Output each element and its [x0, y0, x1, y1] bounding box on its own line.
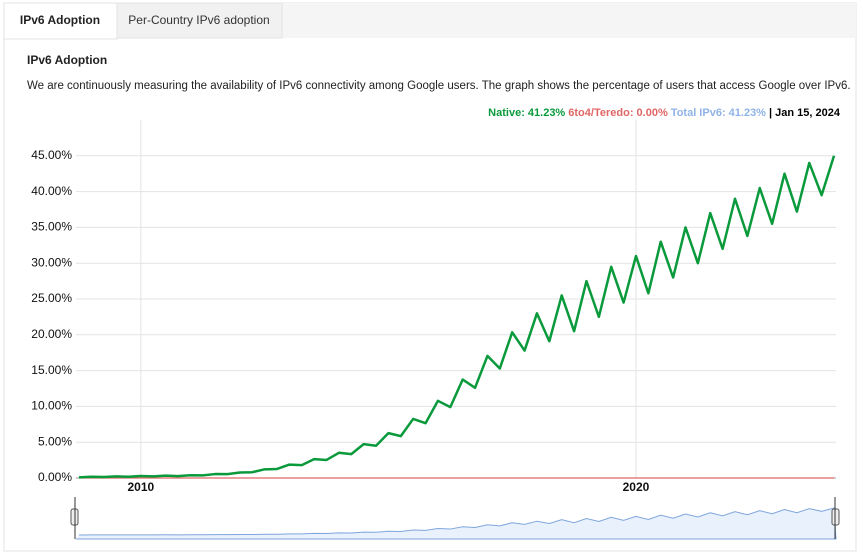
tab-active[interactable] [3, 2, 118, 40]
x-tick-label: 2010 [128, 480, 155, 494]
range-preview [76, 507, 837, 540]
x-tick-label: 2020 [623, 480, 650, 494]
y-tick-label: 20.00% [31, 327, 72, 341]
description: We are continuously measuring the availa… [27, 80, 851, 92]
tab-label[interactable]: Per-Country IPv6 adoption [128, 13, 269, 27]
y-tick-label: 10.00% [31, 399, 72, 413]
plot: 0.00% 5.00% 10.00% 15.00% 20.00% 25.00% 30.00%… [31, 120, 836, 494]
y-tick-label: 0.00% [38, 470, 72, 484]
legend-date: | Jan 15, 2024 [769, 107, 841, 119]
panel [3, 2, 857, 552]
y-tick-label: 40.00% [31, 184, 72, 198]
y-tick-label: 15.00% [31, 363, 72, 377]
heading: IPv6 Adoption [27, 53, 107, 67]
legend-teredo: 6to4/Teredo: 0.00% [568, 107, 668, 119]
y-tick-label: 30.00% [31, 255, 72, 269]
y-tick-label: 35.00% [31, 220, 72, 234]
legend: Native: 41.23% 6to4/Teredo: 0.00% Total … [488, 107, 841, 119]
tab[interactable] [116, 2, 283, 39]
y-tick-label: 5.00% [38, 434, 72, 448]
y-tick-label: 25.00% [31, 291, 72, 305]
series-line [78, 155, 836, 479]
legend-native: Native: 41.23% [488, 107, 565, 119]
legend-total: Total IPv6: 41.23% [671, 107, 766, 119]
y-tick-label: 45.00% [31, 148, 72, 162]
preview-line [76, 507, 837, 540]
tab-label[interactable]: IPv6 Adoption [20, 13, 100, 27]
